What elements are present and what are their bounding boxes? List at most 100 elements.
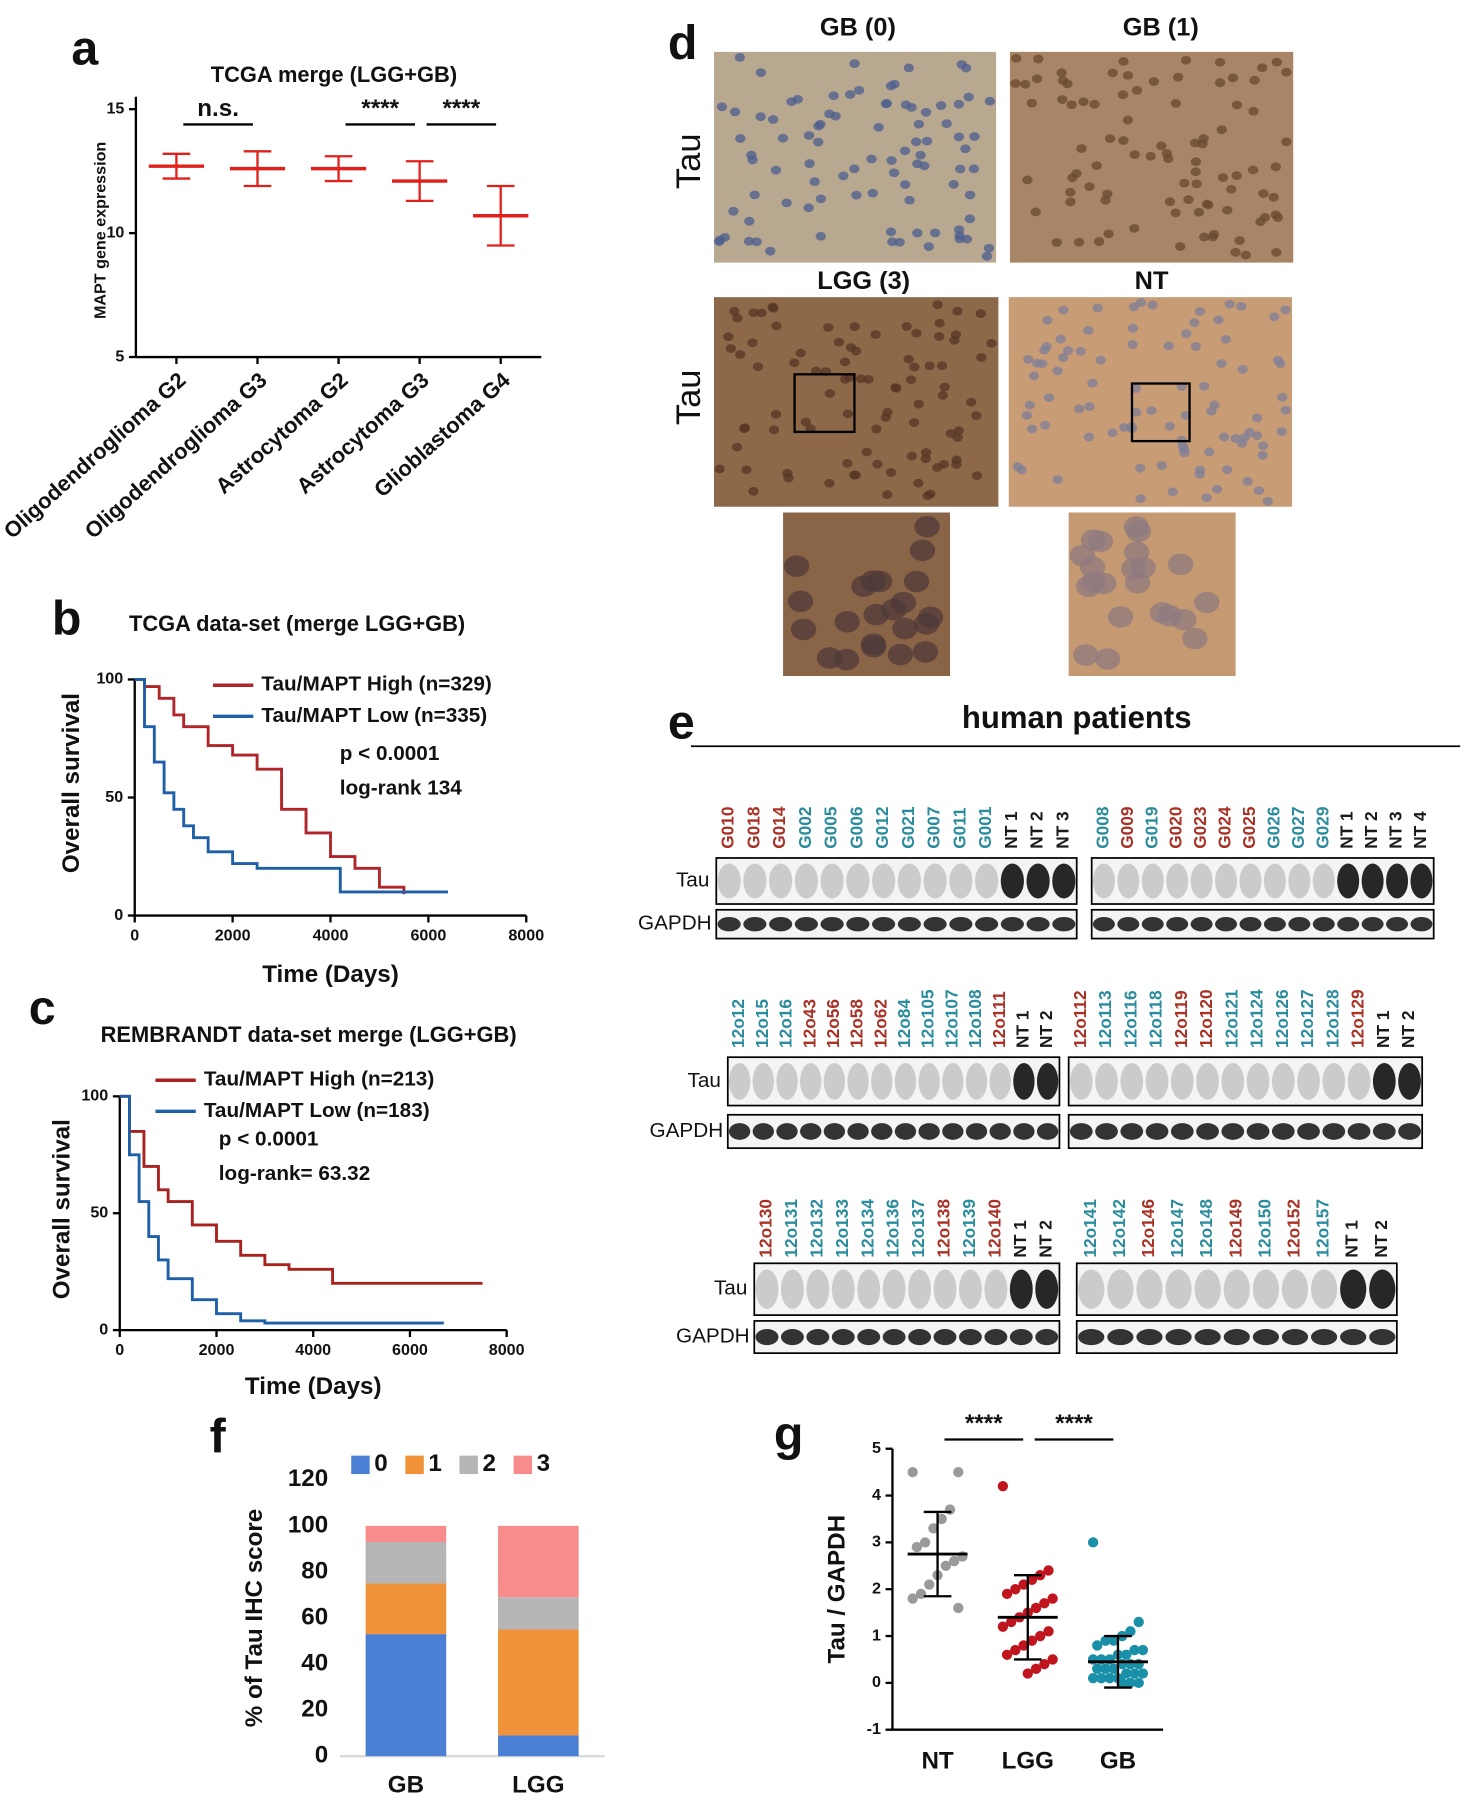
x-tick-label: 0	[130, 927, 139, 945]
tau-band	[1092, 863, 1115, 899]
nucleus	[1180, 55, 1192, 65]
nucleus	[1127, 340, 1138, 349]
nucleus	[743, 236, 755, 246]
tau-band	[984, 1269, 1008, 1309]
nucleus	[1236, 302, 1247, 311]
tau-band	[1372, 1062, 1396, 1100]
lane-label: 12o140	[984, 1199, 1004, 1258]
gapdh-band	[743, 916, 767, 932]
tau-band	[923, 863, 947, 899]
annotation: log-rank 134	[340, 776, 463, 799]
x-tick-label: 0	[115, 1341, 124, 1359]
nucleus	[889, 79, 900, 89]
panel-letter: a	[71, 22, 99, 76]
nucleus	[1033, 54, 1044, 64]
image-label: NT	[1135, 267, 1169, 295]
lane-label: G010	[718, 807, 738, 849]
nucleus	[1240, 250, 1251, 260]
x-tick-label: LGG	[512, 1772, 564, 1799]
gapdh-band	[1092, 916, 1115, 932]
tau-band	[908, 1269, 932, 1309]
data-point	[1010, 1584, 1021, 1595]
lane-label: G029	[1312, 807, 1332, 849]
gapdh-band	[1052, 916, 1076, 932]
row-label: GAPDH	[638, 912, 712, 935]
nucleus	[909, 362, 920, 372]
nucleus	[1222, 205, 1233, 215]
nucleus	[755, 112, 766, 122]
nucleus	[890, 383, 901, 392]
nucleus	[728, 206, 739, 216]
x-tick-label: GB	[388, 1772, 424, 1799]
tau-band	[1000, 863, 1024, 899]
x-tick-label: Glioblastoma G4	[369, 367, 515, 502]
nucleus	[1123, 541, 1150, 563]
lane-label: 12o134	[857, 1199, 877, 1258]
nucleus	[953, 426, 965, 436]
nucleus	[911, 137, 922, 147]
gapdh-band	[872, 916, 896, 932]
nucleus	[906, 451, 918, 461]
nucleus	[1173, 72, 1184, 82]
nucleus	[803, 131, 815, 140]
legend-swatch	[405, 1455, 424, 1475]
nucleus	[917, 606, 944, 629]
nucleus	[1058, 305, 1069, 315]
nucleus	[714, 464, 725, 474]
gapdh-band	[752, 1123, 774, 1140]
nucleus	[1030, 207, 1041, 217]
y-tick-label: 100	[288, 1511, 328, 1538]
nucleus	[783, 555, 810, 577]
nucleus	[1247, 165, 1259, 175]
nucleus	[1083, 432, 1095, 442]
gapdh-band	[1246, 1123, 1270, 1140]
gapdh-band	[908, 1328, 932, 1346]
gapdh-band	[1252, 1328, 1279, 1346]
data-point	[1026, 1574, 1038, 1586]
tau-band	[1347, 1062, 1371, 1100]
bar-segment	[365, 1583, 447, 1635]
bar-segment	[498, 1629, 579, 1736]
lane-label: G005	[821, 806, 841, 849]
lane-label: G018	[743, 806, 763, 849]
gapdh-band	[923, 916, 947, 932]
nucleus	[955, 164, 966, 174]
tau-band	[1190, 863, 1213, 899]
nucleus	[1065, 197, 1076, 207]
chart-title: TCGA merge (LGG+GB)	[211, 62, 457, 87]
nucleus	[735, 134, 746, 143]
nucleus	[1131, 85, 1143, 95]
lane-label: NT 4	[1410, 811, 1430, 849]
gapdh-band	[1263, 916, 1286, 932]
nucleus	[770, 165, 782, 175]
nucleus	[937, 390, 948, 400]
y-tick-label: 5	[115, 347, 124, 365]
nucleus	[1010, 79, 1021, 88]
lane-label: 12o132	[806, 1199, 826, 1258]
y-tick-label: 0	[114, 906, 123, 924]
legend-label: 0	[374, 1450, 387, 1477]
x-axis-label: Time (Days)	[262, 961, 399, 988]
nucleus	[1119, 423, 1130, 432]
lane-label: 12o120	[1196, 989, 1216, 1048]
gapdh-band	[1013, 1123, 1035, 1140]
nucleus	[800, 417, 812, 427]
nucleus	[1040, 420, 1051, 430]
nucleus	[1262, 496, 1274, 506]
nucleus	[912, 641, 939, 663]
data-point	[1096, 1673, 1107, 1684]
nucleus	[1107, 606, 1134, 628]
lane-label: 12o113	[1095, 990, 1115, 1048]
nucleus	[746, 150, 757, 160]
gapdh-band	[871, 1123, 893, 1140]
nucleus	[1100, 195, 1111, 205]
nucleus	[1107, 428, 1118, 438]
tau-band	[806, 1269, 830, 1309]
y-tick-label: 5	[872, 1439, 881, 1457]
data-point	[1092, 1640, 1103, 1651]
gapdh-band	[1310, 1328, 1338, 1346]
gapdh-band	[1347, 1123, 1371, 1140]
nucleus	[914, 515, 940, 538]
nucleus	[1231, 100, 1243, 110]
image-label: GB (1)	[1123, 14, 1199, 42]
